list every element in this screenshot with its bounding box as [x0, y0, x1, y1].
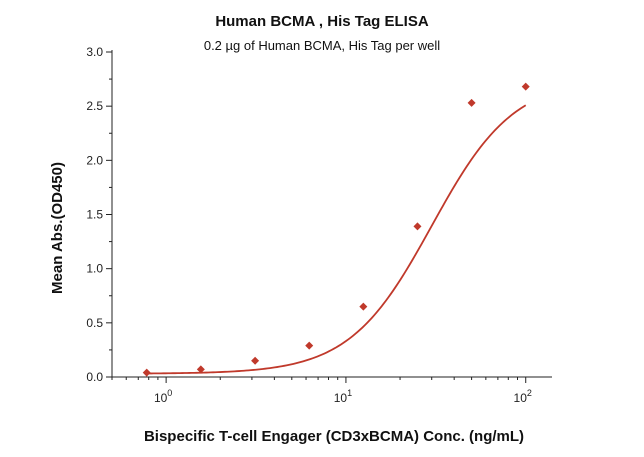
data-point [467, 98, 476, 107]
x-axis-label: Bispecific T-cell Engager (CD3xBCMA) Con… [144, 428, 524, 445]
x-tick-label: 100 [154, 388, 172, 405]
y-tick-label: 0.0 [86, 370, 103, 384]
y-tick-label: 1.0 [86, 262, 103, 276]
data-point [359, 302, 368, 311]
y-axis-label: Mean Abs.(OD450) [49, 162, 66, 294]
data-point [196, 365, 205, 374]
data-point [521, 82, 530, 91]
fit-curve [146, 104, 527, 375]
y-tick-label: 3.0 [86, 45, 103, 59]
data-point [413, 222, 422, 231]
y-axis-ticks: 0.0 0.5 1.0 1.5 2.0 2.5 3.0 [86, 45, 112, 384]
data-point [251, 356, 260, 365]
data-point [142, 368, 151, 377]
x-tick-label: 102 [514, 388, 532, 405]
y-tick-label: 2.5 [86, 99, 103, 113]
chart-title: Human BCMA , His Tag ELISA [215, 13, 429, 30]
x-tick-label: 101 [334, 388, 352, 405]
data-point [305, 341, 314, 350]
data-points [142, 82, 530, 377]
y-tick-label: 2.0 [86, 153, 103, 167]
chart-subtitle: 0.2 µg of Human BCMA, His Tag per well [204, 38, 440, 53]
y-tick-label: 1.5 [86, 208, 103, 222]
y-tick-label: 0.5 [86, 316, 103, 330]
x-axis-ticks: 100 101 102 [111, 377, 532, 405]
